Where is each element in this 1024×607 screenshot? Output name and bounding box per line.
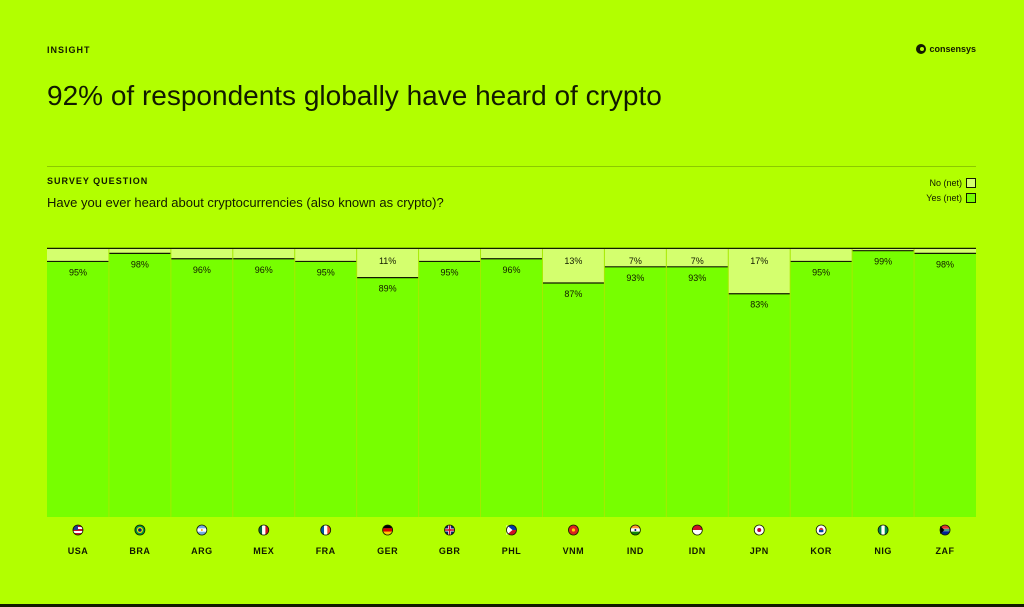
bar-yes-arg [170, 258, 233, 517]
no-value-label-ind: 7% [629, 256, 642, 266]
fr-flag-icon [320, 524, 332, 536]
bar-no-vnm [542, 249, 605, 284]
survey-question-label: SURVEY QUESTION [47, 176, 149, 186]
yes-value-label-bra: 98% [131, 259, 149, 269]
category-label-zaf: ZAF [936, 546, 955, 556]
kr-flag-icon [815, 524, 827, 536]
category-label-phl: PHL [502, 546, 522, 556]
category-label-gbr: GBR [439, 546, 461, 556]
bar-yes-phl [480, 258, 543, 517]
bar-yes-bra [108, 253, 171, 517]
bar-yes-usa [47, 261, 109, 517]
bar-yes-mex [232, 258, 295, 517]
no-value-label-jpn: 17% [750, 256, 768, 266]
yes-value-label-arg: 96% [193, 265, 211, 275]
yes-value-label-ind: 93% [626, 273, 644, 283]
brand-name: consensys [929, 44, 976, 54]
bar-yes-gbr [418, 261, 481, 517]
za-flag-icon [939, 524, 951, 536]
category-label-kor: KOR [810, 546, 832, 556]
bar-no-zaf [914, 249, 976, 255]
mx-flag-icon [258, 524, 270, 536]
vn-flag-icon [568, 524, 579, 536]
category-label-mex: MEX [253, 546, 274, 556]
ar-flag-icon [196, 524, 208, 536]
yes-value-label-gbr: 95% [441, 267, 459, 277]
category-label-bra: BRA [129, 546, 150, 556]
chart-legend: No (net) Yes (net) [926, 178, 976, 203]
yes-value-label-vnm: 87% [564, 289, 582, 299]
jp-flag-icon [753, 524, 765, 536]
yes-value-label-idn: 93% [688, 273, 706, 283]
bar-yes-fra [294, 261, 357, 517]
page-title: 92% of respondents globally have heard o… [47, 80, 662, 111]
yes-value-label-zaf: 98% [936, 259, 954, 269]
category-label-usa: USA [68, 546, 89, 556]
bar-no-jpn [728, 249, 791, 295]
legend-label-yes: Yes (net) [926, 193, 962, 203]
ng-flag-icon [877, 524, 889, 536]
bar-yes-ger [356, 277, 419, 517]
no-value-label-vnm: 13% [564, 256, 582, 266]
bar-yes-vnm [542, 282, 605, 517]
yes-value-label-jpn: 83% [750, 300, 768, 310]
bar-no-phl [480, 249, 543, 260]
yes-value-label-nig: 99% [874, 257, 892, 267]
bar-yes-zaf [914, 253, 976, 517]
section-divider [47, 166, 976, 167]
bar-no-idn [666, 249, 729, 268]
category-label-ind: IND [627, 546, 644, 556]
yes-value-label-mex: 96% [255, 265, 273, 275]
bar-yes-ind [604, 266, 667, 517]
legend-item-yes: Yes (net) [926, 193, 976, 203]
id-flag-icon [691, 524, 703, 536]
legend-swatch-yes [966, 193, 976, 203]
bar-yes-nig [852, 250, 915, 517]
bar-yes-kor [790, 261, 853, 517]
bar-no-fra [294, 249, 357, 263]
category-label-arg: ARG [191, 546, 213, 556]
brand-logo: consensys [916, 44, 976, 54]
legend-swatch-no [966, 178, 976, 188]
yes-value-label-fra: 95% [317, 267, 335, 277]
survey-question-text: Have you ever heard about cryptocurrenci… [47, 195, 444, 210]
yes-value-label-kor: 95% [812, 267, 830, 277]
category-label-nig: NIG [874, 546, 892, 556]
bar-no-ind [604, 249, 667, 268]
consensys-logo-icon [916, 44, 927, 54]
yes-value-label-usa: 95% [69, 267, 87, 277]
br-flag-icon [134, 524, 146, 536]
bar-no-kor [790, 249, 853, 263]
category-label-vnm: VNM [563, 546, 585, 556]
bar-no-usa [47, 249, 109, 263]
ph-flag-icon [506, 524, 517, 536]
us-flag-icon [72, 524, 84, 536]
bar-yes-jpn [728, 293, 791, 517]
no-value-label-ger: 11% [379, 256, 396, 266]
bar-no-arg [170, 249, 233, 260]
category-label-ger: GER [377, 546, 398, 556]
bar-no-bra [108, 249, 171, 255]
in-flag-icon [629, 524, 641, 536]
yes-value-label-phl: 96% [502, 265, 520, 275]
no-value-label-idn: 7% [691, 256, 704, 266]
footer-rule [0, 604, 1024, 607]
bar-no-mex [232, 249, 295, 260]
bar-no-ger [356, 249, 419, 279]
bar-yes-idn [666, 266, 729, 517]
bar-no-gbr [418, 249, 481, 263]
legend-item-no: No (net) [929, 178, 976, 188]
de-flag-icon [382, 524, 394, 536]
insight-kicker: INSIGHT [47, 45, 91, 55]
yes-value-label-ger: 89% [379, 284, 397, 294]
category-label-jpn: JPN [750, 546, 769, 556]
legend-label-no: No (net) [929, 178, 962, 188]
gb-flag-icon [444, 524, 455, 536]
category-label-idn: IDN [689, 546, 706, 556]
category-label-fra: FRA [316, 546, 336, 556]
